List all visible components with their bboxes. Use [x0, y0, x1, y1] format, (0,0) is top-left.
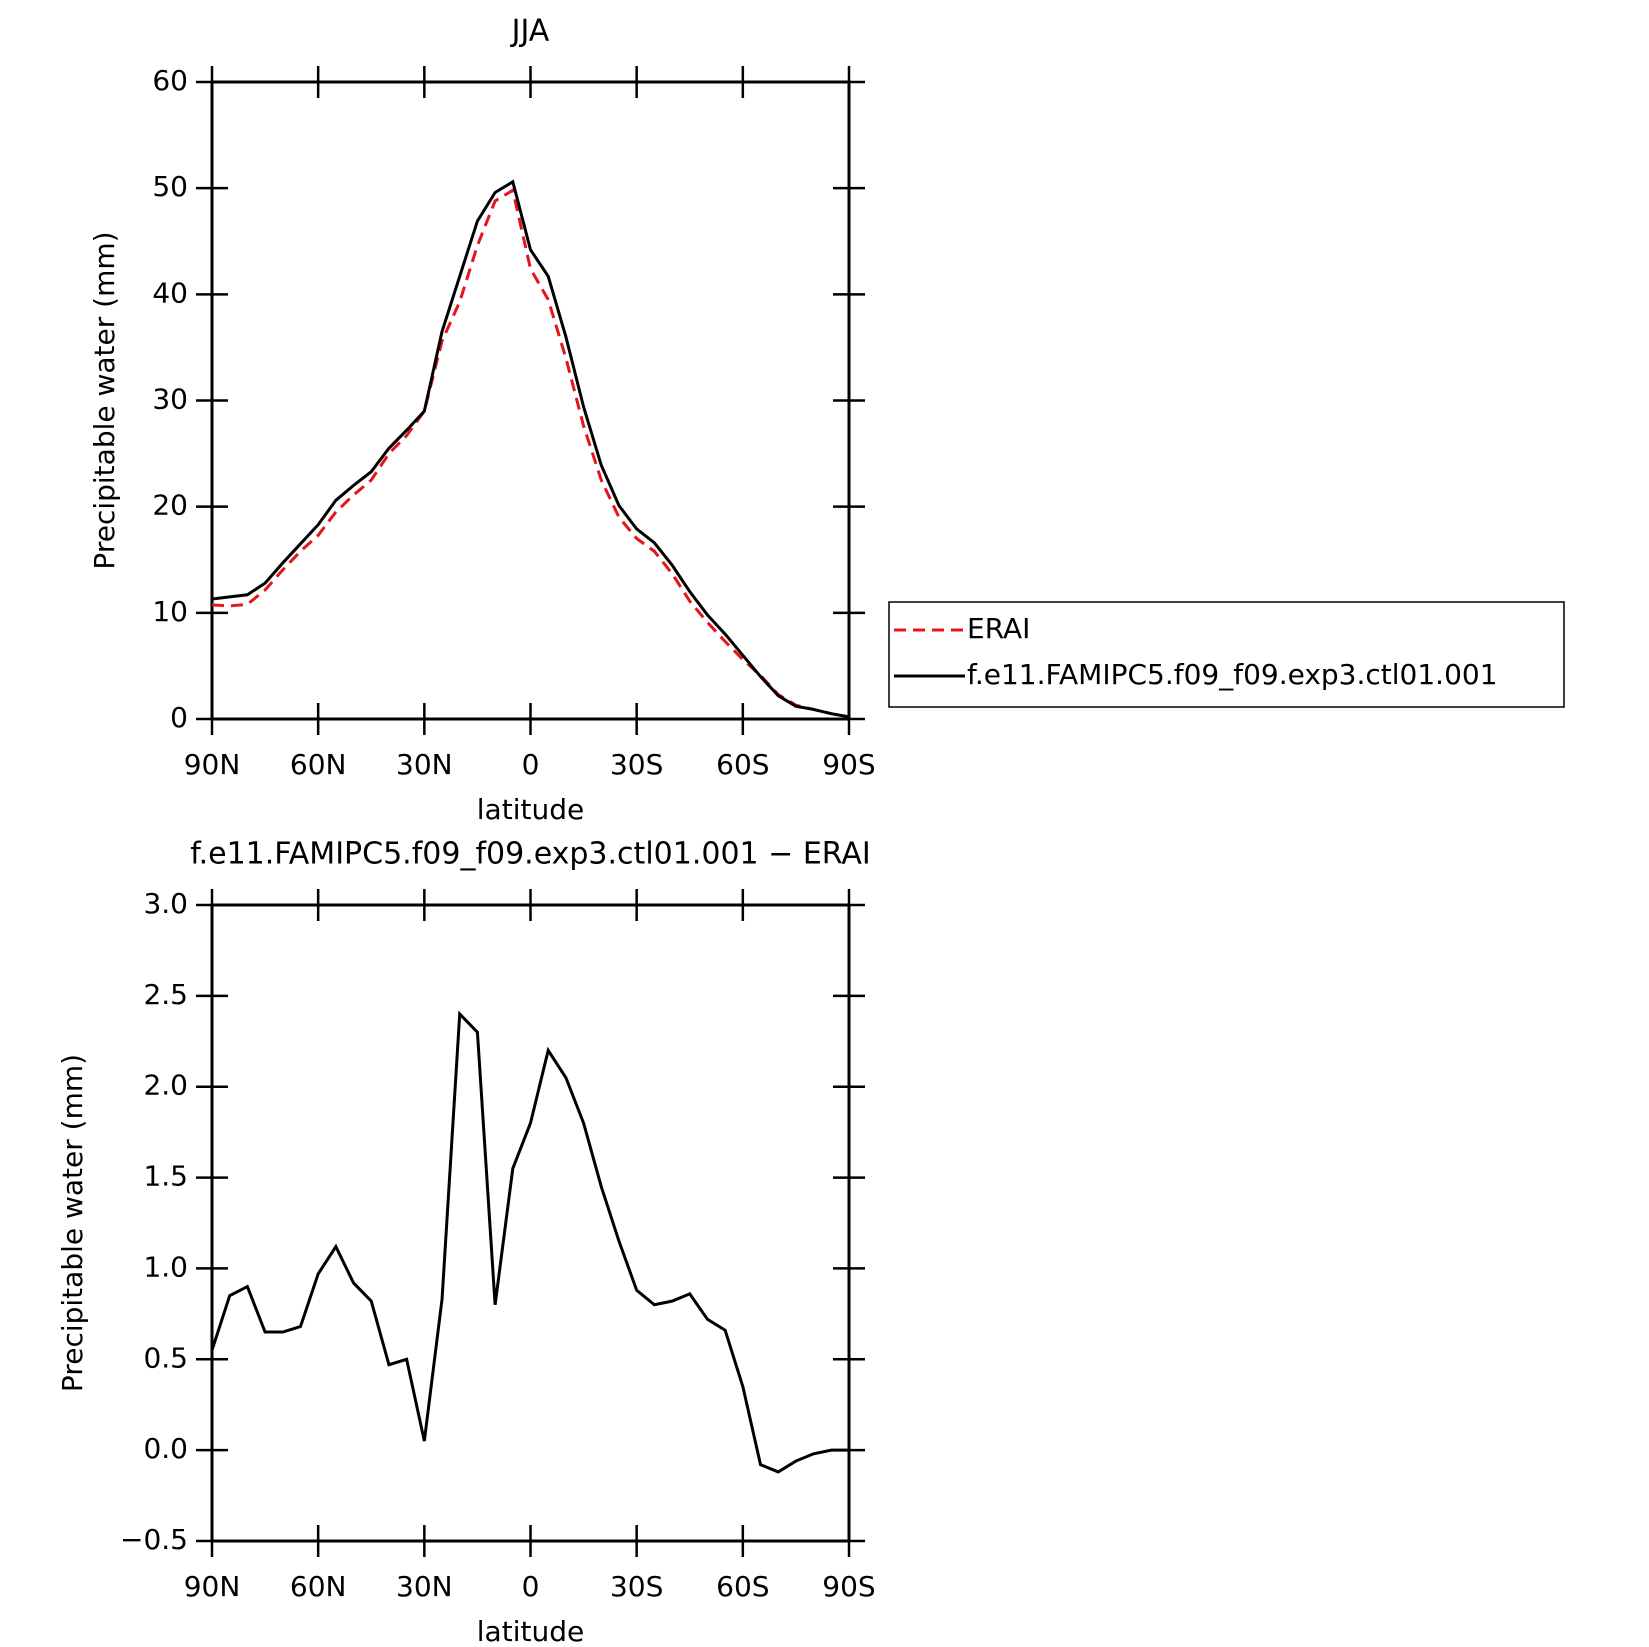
x-tick-label: 0 [522, 1570, 540, 1603]
legend-box [888, 601, 1565, 708]
x-tick-label: 60S [716, 748, 769, 781]
chart-title: f.e11.FAMIPC5.f09_f09.exp3.ctl01.001 − E… [190, 837, 871, 872]
chart-title: JJA [510, 14, 550, 49]
x-axis-label: latitude [477, 793, 584, 826]
y-tick-label: 2.0 [143, 1069, 188, 1102]
x-tick-label: 0 [522, 748, 540, 781]
y-tick-label: 1.0 [143, 1250, 188, 1283]
x-tick-label: 90N [184, 1570, 241, 1603]
y-tick-label: 10 [152, 595, 188, 628]
x-tick-label: 90S [822, 1570, 875, 1603]
x-tick-label: 60S [716, 1570, 769, 1603]
x-tick-label: 60N [290, 1570, 347, 1603]
y-tick-label: 30 [152, 383, 188, 416]
y-tick-label: 20 [152, 489, 188, 522]
data-line [211, 187, 850, 719]
data-line [210, 1010, 849, 1474]
y-tick-label: 40 [152, 276, 188, 309]
legend-label: ERAI [967, 612, 1030, 645]
x-tick-label: 30N [396, 1570, 453, 1603]
x-tick-label: 30N [396, 748, 453, 781]
plot-frame [210, 903, 851, 1543]
y-tick-label: 60 [152, 64, 188, 97]
plot-frame [210, 80, 851, 721]
x-axis-label: latitude [477, 1615, 584, 1647]
y-tick-label: −0.5 [120, 1523, 188, 1556]
y-tick-label: 0.5 [143, 1341, 188, 1374]
y-tick-label: 50 [152, 170, 188, 203]
y-tick-label: 3.0 [143, 887, 188, 920]
x-tick-label: 90N [184, 748, 241, 781]
y-tick-label: 1.5 [143, 1160, 188, 1193]
legend-label: f.e11.FAMIPC5.f09_f09.exp3.ctl01.001 [967, 658, 1498, 691]
y-tick-label: 0 [170, 701, 188, 734]
x-tick-label: 30S [610, 748, 663, 781]
x-tick-label: 90S [822, 748, 875, 781]
x-tick-label: 30S [610, 1570, 663, 1603]
y-axis-label: Precipitable water (mm) [88, 231, 121, 569]
x-tick-label: 60N [290, 748, 347, 781]
data-line [211, 179, 850, 719]
y-tick-label: 0.0 [143, 1432, 188, 1465]
y-axis-label: Precipitable water (mm) [56, 1054, 89, 1392]
y-tick-label: 2.5 [143, 978, 188, 1011]
